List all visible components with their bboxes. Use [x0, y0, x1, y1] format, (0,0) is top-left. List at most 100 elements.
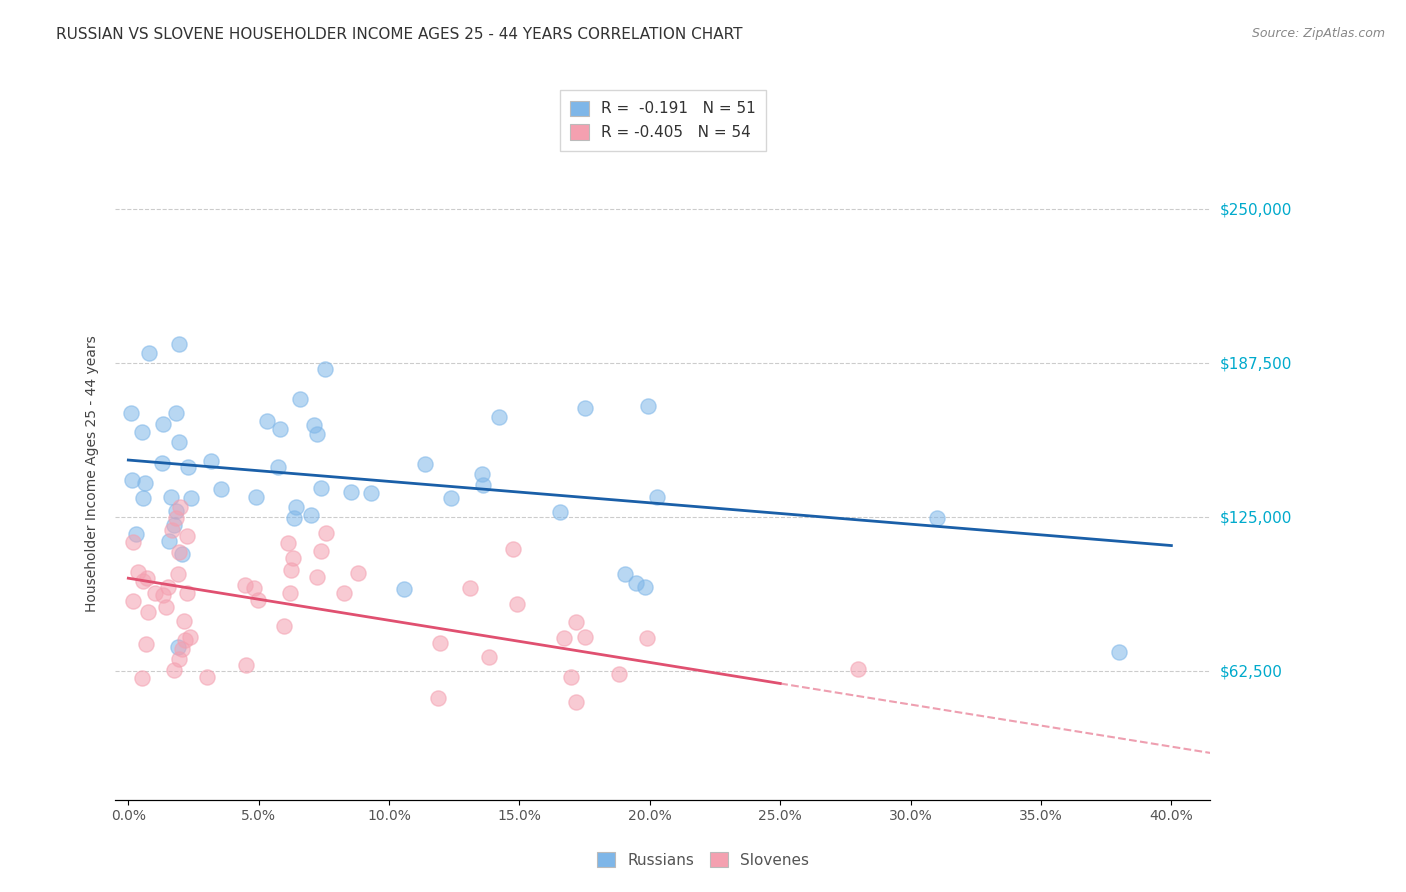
Point — [200, 453, 222, 467]
Y-axis label: Householder Income Ages 25 - 44 years: Householder Income Ages 25 - 44 years — [86, 335, 100, 612]
Point — [925, 511, 948, 525]
Point — [209, 482, 232, 496]
Point — [314, 362, 336, 376]
Point — [131, 671, 153, 685]
Point — [637, 632, 659, 646]
Legend: Russians, Slovenes: Russians, Slovenes — [589, 844, 817, 875]
Point — [478, 650, 501, 665]
Point — [138, 346, 160, 360]
Text: RUSSIAN VS SLOVENE HOUSEHOLDER INCOME AGES 25 - 44 YEARS CORRELATION CHART: RUSSIAN VS SLOVENE HOUSEHOLDER INCOME AG… — [56, 27, 742, 42]
Point — [136, 605, 159, 619]
Point — [305, 570, 328, 584]
Point — [246, 593, 269, 607]
Point — [346, 566, 368, 581]
Point — [305, 427, 328, 442]
Point — [471, 467, 494, 481]
Point — [176, 529, 198, 543]
Point — [169, 500, 191, 515]
Point — [166, 640, 188, 654]
Point — [427, 691, 450, 706]
Point — [143, 585, 166, 599]
Point — [392, 582, 415, 597]
Point — [167, 435, 190, 450]
Point — [607, 666, 630, 681]
Point — [634, 580, 657, 594]
Point — [315, 526, 337, 541]
Point — [157, 533, 180, 548]
Point — [309, 544, 332, 558]
Point — [565, 695, 588, 709]
Point — [304, 417, 326, 432]
Point — [121, 473, 143, 487]
Point — [195, 670, 218, 684]
Point — [155, 599, 177, 614]
Point — [624, 576, 647, 591]
Point — [165, 504, 187, 518]
Point — [848, 661, 870, 675]
Point — [135, 637, 157, 651]
Point — [564, 615, 586, 630]
Point — [170, 641, 193, 656]
Point — [156, 580, 179, 594]
Point — [132, 491, 155, 506]
Point — [169, 545, 191, 559]
Point — [179, 630, 201, 644]
Point — [267, 460, 290, 475]
Point — [458, 581, 481, 595]
Point — [550, 505, 572, 519]
Point — [360, 485, 382, 500]
Point — [122, 535, 145, 549]
Point — [278, 586, 301, 600]
Point — [256, 414, 278, 428]
Point — [180, 491, 202, 505]
Point — [309, 481, 332, 495]
Point — [288, 392, 311, 406]
Point — [163, 517, 186, 532]
Point — [269, 422, 291, 436]
Point — [165, 406, 187, 420]
Point — [160, 523, 183, 537]
Point — [177, 460, 200, 475]
Point — [163, 663, 186, 677]
Point — [167, 336, 190, 351]
Point — [413, 457, 436, 471]
Point — [170, 548, 193, 562]
Point — [131, 425, 153, 439]
Point — [280, 563, 302, 577]
Point — [122, 594, 145, 608]
Point — [472, 477, 495, 491]
Point — [506, 597, 529, 611]
Point — [299, 508, 322, 522]
Point — [167, 566, 190, 581]
Point — [340, 485, 363, 500]
Point — [574, 401, 596, 416]
Point — [135, 571, 157, 585]
Point — [273, 619, 295, 633]
Point — [152, 417, 174, 432]
Point — [333, 586, 356, 600]
Point — [159, 490, 181, 504]
Point — [152, 589, 174, 603]
Point — [165, 511, 187, 525]
Point — [176, 586, 198, 600]
Point — [560, 670, 582, 684]
Point — [132, 574, 155, 589]
Point — [243, 581, 266, 595]
Point — [127, 565, 149, 579]
Point — [284, 500, 307, 515]
Point — [125, 527, 148, 541]
Point — [429, 635, 451, 649]
Point — [150, 456, 173, 470]
Point — [167, 652, 190, 666]
Point — [283, 511, 305, 525]
Point — [645, 490, 668, 504]
Point — [440, 491, 463, 506]
Point — [173, 632, 195, 647]
Point — [1108, 645, 1130, 659]
Point — [235, 658, 257, 673]
Point — [488, 409, 510, 424]
Legend: R =  -0.191   N = 51, R = -0.405   N = 54: R = -0.191 N = 51, R = -0.405 N = 54 — [560, 90, 766, 151]
Point — [283, 551, 305, 566]
Point — [637, 399, 659, 413]
Point — [233, 578, 256, 592]
